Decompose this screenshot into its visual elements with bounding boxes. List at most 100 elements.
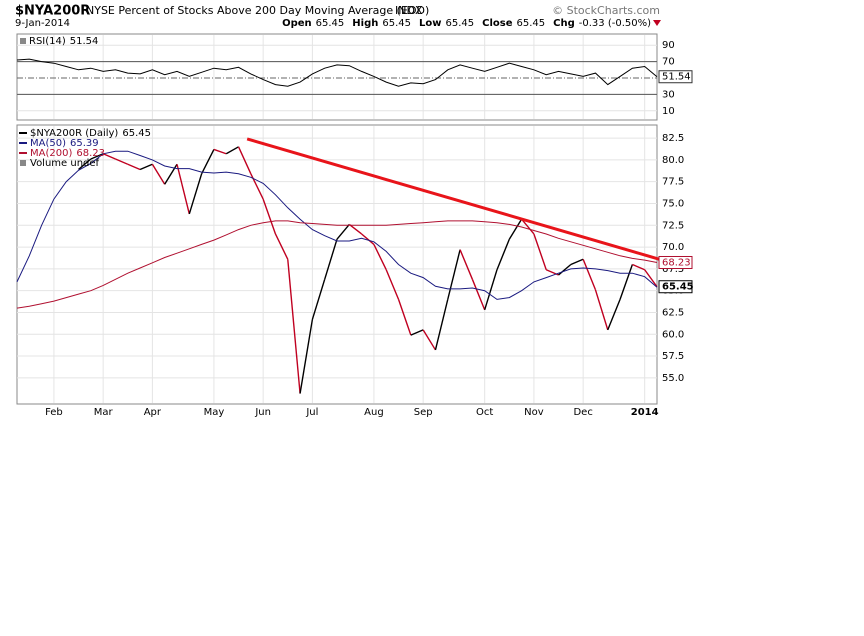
legend-icon: [20, 160, 26, 166]
price-segment: [508, 218, 523, 240]
price-segment: [607, 299, 621, 331]
price-segment: [164, 163, 178, 185]
price-segment: [262, 198, 277, 235]
y-tick-label: 82.5: [662, 133, 684, 144]
price-segment: [632, 263, 645, 271]
quote-value: 65.45: [316, 18, 345, 29]
quote-label: Close: [482, 18, 513, 29]
exchange: INDX: [395, 4, 423, 17]
y-tick-label: 57.5: [662, 351, 684, 362]
price-segment: [385, 269, 400, 300]
change-arrow: [653, 20, 661, 26]
price-segment: [336, 223, 350, 240]
price-segment: [176, 164, 190, 215]
price-segment: [459, 249, 474, 280]
rsi-panel: [16, 33, 658, 121]
x-tick-label: Jul: [305, 407, 318, 418]
rsi-last: 51.54: [70, 36, 99, 47]
price-segment: [447, 249, 461, 300]
price-segment: [558, 263, 572, 276]
y-tick-label: 70.0: [662, 242, 684, 253]
x-tick-label: Oct: [476, 407, 493, 418]
last-value-box: [658, 280, 693, 294]
price-segment: [434, 299, 449, 351]
price-segment: [200, 149, 215, 175]
quote-label: Low: [419, 18, 441, 29]
quote-value: 65.45: [445, 18, 474, 29]
y-tick-label: 60.0: [662, 329, 684, 340]
quote-value: 65.45: [517, 18, 546, 29]
price-segment: [151, 163, 166, 185]
y-tick-label: 70: [662, 57, 675, 68]
price-segment: [521, 218, 535, 235]
price-segment: [299, 319, 314, 394]
x-tick-label: Aug: [364, 407, 384, 418]
legend-name: MA(200): [30, 148, 72, 159]
y-tick-label: 10: [662, 106, 675, 117]
security-name: NYSE Percent of Stocks Above 200 Day Mov…: [86, 4, 429, 17]
price-segment: [533, 233, 547, 270]
quote: Open 65.45 High 65.45 Low 65.45 Close 65.45 Chg -…: [282, 18, 651, 29]
price-segment: [594, 289, 609, 331]
quote-value: 65.45: [382, 18, 411, 29]
price-segment: [139, 163, 153, 171]
y-tick-label: 75.0: [662, 198, 684, 209]
symbol: $NYA200R: [15, 4, 90, 19]
y-tick-label: 72.5: [662, 220, 684, 231]
copyright: © StockCharts.com: [552, 4, 660, 17]
price-segment: [287, 259, 301, 394]
price-segment: [274, 233, 289, 260]
price-segment: [78, 158, 92, 170]
y-tick-label: 90: [662, 40, 675, 51]
rsi-line: [16, 58, 658, 87]
last-value-box: [658, 70, 693, 84]
price-segment: [471, 279, 486, 311]
price-segment: [422, 329, 437, 351]
legend-name: MA(50): [30, 138, 66, 149]
price-segment: [397, 299, 412, 336]
price-panel: [16, 124, 658, 405]
legend-name: $NYA200R (Daily): [30, 128, 118, 139]
price-segment: [619, 264, 634, 300]
quote-label: Chg: [553, 18, 575, 29]
legend-entry: $NYA200R (Daily) 65.45: [30, 128, 151, 139]
price-segment: [644, 269, 658, 288]
price-segment: [570, 258, 584, 266]
legend-icon: [20, 38, 26, 44]
legend-entry: Volume undef: [30, 158, 100, 169]
x-tick-label: Dec: [573, 407, 592, 418]
last-value-label: 65.45: [662, 282, 694, 293]
x-tick-label: Sep: [414, 407, 433, 418]
y-tick-label: 80.0: [662, 155, 684, 166]
legend-value: 68.23: [76, 148, 105, 159]
last-value-label: 68.23: [662, 257, 691, 268]
legend-entry: MA(200) 68.23: [30, 148, 105, 159]
quote-label: High: [352, 18, 378, 29]
price-segment: [311, 279, 326, 320]
x-tick-label: Feb: [45, 407, 63, 418]
ma-line: [16, 150, 658, 300]
x-tick-label: Jun: [254, 407, 271, 418]
last-value-label: 51.54: [662, 72, 691, 83]
legend-value: 65.39: [70, 138, 99, 149]
x-tick-label: May: [204, 407, 225, 418]
price-segment: [115, 158, 129, 165]
x-tick-label: Nov: [524, 407, 544, 418]
x-tick-label: Mar: [94, 407, 114, 418]
quote-value: -0.33 (-0.50%): [579, 18, 651, 29]
y-tick-label: 30: [662, 89, 675, 100]
price-segment: [90, 153, 104, 160]
ma-line: [16, 220, 658, 309]
legend-entry: MA(50) 65.39: [30, 138, 99, 149]
rsi-title: RSI(14) 51.54: [29, 36, 98, 47]
price-segment: [373, 244, 387, 271]
y-tick-label: 67.5: [662, 264, 684, 275]
x-tick-label: Apr: [144, 407, 162, 418]
trendline: [246, 137, 660, 261]
date: 9-Jan-2014: [15, 18, 70, 29]
price-segment: [582, 259, 597, 291]
price-segment: [102, 153, 116, 160]
price-segment: [496, 238, 510, 270]
